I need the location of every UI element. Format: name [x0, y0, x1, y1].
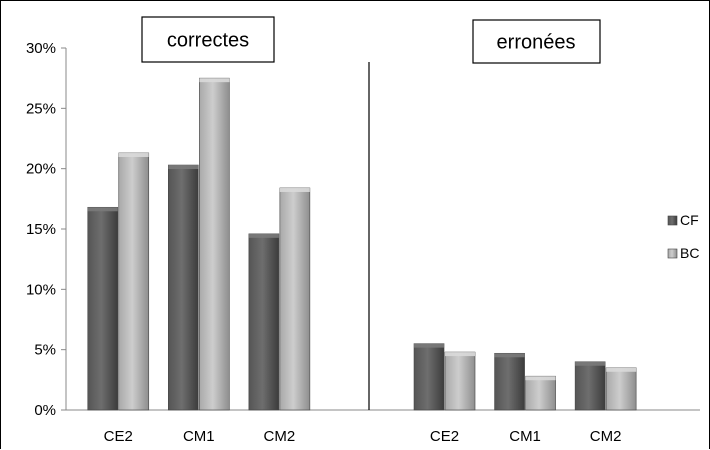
panel-title-box	[141, 16, 275, 63]
bar-ce2-cf	[87, 206, 119, 411]
legend-swatch-bc	[667, 248, 678, 259]
panel-title: correctes	[167, 30, 249, 52]
y-tick-label: 0%	[34, 402, 56, 419]
legend-label: BC	[680, 245, 699, 261]
x-tick-label: CE2	[430, 428, 459, 445]
bar-cm1-bc	[525, 375, 556, 411]
x-tick-label: CM1	[183, 428, 215, 445]
bar-ce2-bc	[444, 351, 476, 411]
bar-cm2-cf	[574, 361, 606, 411]
x-tick-label: CM2	[590, 428, 622, 445]
bar-top-cap	[279, 187, 310, 192]
y-tick-label: 30%	[26, 40, 56, 57]
bar-cm1-bc	[199, 77, 230, 411]
bar-cm2-bc	[605, 367, 637, 411]
bar-top-cap	[525, 376, 556, 381]
panel-title: erronées	[497, 32, 576, 54]
bar-top-cap	[168, 165, 199, 170]
x-tick-label: CE2	[104, 428, 133, 445]
bar-cm2-cf	[248, 233, 280, 411]
bar-top-cap	[445, 352, 476, 357]
bar-top-cap	[575, 361, 606, 366]
bar-ce2-bc	[118, 152, 150, 411]
bar-ce2-cf	[413, 343, 445, 411]
bar-top-cap	[606, 367, 637, 372]
bar-top-cap	[494, 353, 525, 358]
bar-top-cap	[118, 152, 149, 157]
x-tick-label: CM2	[264, 428, 296, 445]
y-tick-label: 5%	[34, 342, 56, 359]
legend-swatch-cf	[667, 215, 678, 226]
bar-top-cap	[414, 343, 445, 348]
bar-top-cap	[248, 233, 279, 238]
panel-title-box	[472, 19, 601, 64]
y-tick-label: 15%	[26, 221, 56, 238]
bar-cm1-cf	[168, 164, 199, 411]
legend-label: CF	[680, 212, 699, 228]
y-tick-label: 10%	[26, 281, 56, 298]
x-tick-label: CM1	[509, 428, 541, 445]
y-tick-label: 25%	[26, 100, 56, 117]
bar-top-cap	[87, 207, 118, 212]
bar-top-cap	[199, 78, 230, 83]
bar-cm2-bc	[279, 187, 311, 411]
bar-cm1-cf	[494, 352, 525, 411]
y-tick-label: 20%	[26, 161, 56, 178]
